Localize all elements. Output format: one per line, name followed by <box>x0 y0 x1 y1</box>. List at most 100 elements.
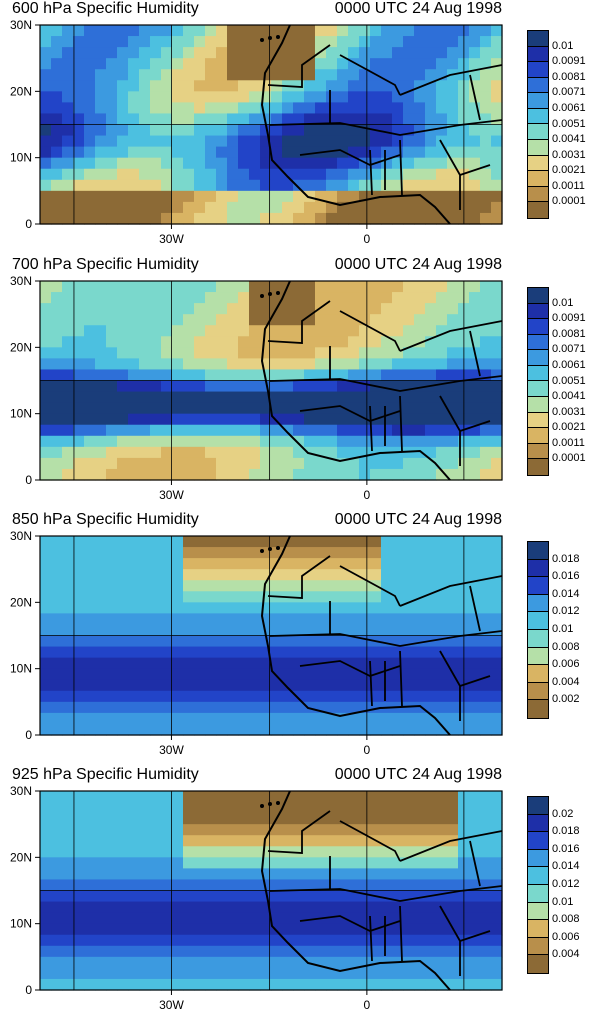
humidity-map: 30N 20N 10N 0 30W 0 <box>10 784 503 1012</box>
country-borders <box>267 44 503 210</box>
colorbar-label: 0.01 <box>552 39 574 52</box>
colorbar-label: 0.0081 <box>552 327 586 340</box>
colorbar-label: 0.0061 <box>552 101 586 114</box>
colorbar-label: 0.008 <box>552 913 580 926</box>
graticule <box>40 281 502 480</box>
colorbar-label: 0.012 <box>552 878 580 890</box>
colorbar-swatch <box>528 612 548 630</box>
colorbar-swatch <box>528 814 548 833</box>
colorbar-swatch <box>528 797 548 815</box>
colorbar-swatch <box>528 108 548 125</box>
island-mark <box>276 801 280 805</box>
humidity-field <box>40 791 503 991</box>
colorbar-swatch <box>528 397 548 413</box>
lat-label: 10N <box>10 917 32 931</box>
lat-label: 30N <box>10 784 32 798</box>
island-mark <box>276 35 280 39</box>
colorbar-label: 0.0001 <box>552 452 586 465</box>
map-panel-3: 850 hPa Specific Humidity 0000 UTC 24 Aug… <box>0 511 600 766</box>
lon-label: 30W <box>159 488 184 502</box>
lat-label: 20N <box>10 850 32 864</box>
colorbar-swatch <box>528 428 548 444</box>
colorbar-swatch <box>528 902 548 921</box>
colorbar-label: 0.0021 <box>552 421 586 434</box>
humidity-field <box>40 25 503 225</box>
lat-label: 0 <box>25 473 32 487</box>
colorbar-swatch <box>528 849 548 868</box>
map-panel-2: 700 hPa Specific Humidity 0000 UTC 24 Aug… <box>0 256 600 511</box>
colorbar-label: 0.0051 <box>552 117 586 130</box>
lat-label: 30N <box>10 529 32 543</box>
colorbar-label: 0.0041 <box>552 133 586 146</box>
country-borders <box>267 810 503 976</box>
colorbar-swatch <box>528 350 548 366</box>
humidity-map: 30N 20N 10N 0 30W 0 <box>10 529 503 757</box>
panel-timestamp: 0000 UTC 24 Aug 1998 <box>334 0 502 17</box>
panel-title: 925 hPa Specific Humidity <box>12 766 199 783</box>
colorbar-label: 0.006 <box>552 930 580 943</box>
map-frame <box>39 280 503 481</box>
graticule <box>40 791 502 990</box>
colorbar-label: 0.0091 <box>552 312 586 325</box>
country-borders <box>267 555 503 721</box>
colorbar-swatch <box>528 77 548 94</box>
lat-label: 10N <box>10 151 32 165</box>
axis-ticks <box>35 790 368 995</box>
lon-label: 30W <box>159 232 184 246</box>
colorbar-label: 0.02 <box>552 807 574 820</box>
colorbar-swatch <box>528 412 548 429</box>
island-mark <box>260 294 264 298</box>
colorbar-swatch <box>528 155 548 172</box>
colorbar-label: 0.002 <box>552 693 580 706</box>
colorbar-swatch <box>528 171 548 187</box>
colorbar-swatch <box>528 62 548 78</box>
colorbar-swatch <box>528 937 548 956</box>
colorbar-swatch <box>528 319 548 335</box>
island-mark <box>260 549 264 553</box>
axis-ticks <box>35 535 368 740</box>
colorbar-swatch <box>528 542 548 560</box>
lat-label: 30N <box>10 274 32 288</box>
humidity-map: 30N 20N 10N 0 30W 0 <box>10 18 503 246</box>
island-mark <box>260 38 264 42</box>
colorbar-swatch <box>528 884 548 903</box>
colorbar-swatch <box>528 559 548 578</box>
country-borders <box>267 300 503 466</box>
colorbar-swatch <box>528 46 548 63</box>
panel-timestamp: 0000 UTC 24 Aug 1998 <box>334 766 502 783</box>
lon-label: 0 <box>364 232 371 246</box>
lon-label: 30W <box>159 998 184 1012</box>
colorbar-label: 0.01 <box>552 895 574 908</box>
colorbar-swatch <box>528 647 548 666</box>
panel-title: 700 hPa Specific Humidity <box>12 256 199 273</box>
axis-ticks <box>35 280 368 485</box>
lat-label: 20N <box>10 84 32 98</box>
colorbar-label: 0.014 <box>552 860 580 873</box>
lat-label: 0 <box>25 983 32 997</box>
colorbar-swatch <box>528 459 548 475</box>
lat-label: 0 <box>25 728 32 742</box>
colorbar-label: 0.0041 <box>552 390 586 403</box>
axis-ticks <box>35 24 368 229</box>
coastline <box>260 535 451 736</box>
map-panel-4: 925 hPa Specific Humidity 0000 UTC 24 Aug… <box>0 766 600 1021</box>
lat-label: 0 <box>25 217 32 231</box>
island-mark <box>260 804 264 808</box>
lon-label: 30W <box>159 743 184 757</box>
colorbar-label: 0.014 <box>552 587 580 600</box>
coastline <box>260 280 451 481</box>
colorbar-label: 0.0091 <box>552 55 586 68</box>
colorbar-label: 0.0011 <box>552 436 585 449</box>
map-frame <box>39 24 503 225</box>
lon-label: 0 <box>364 488 371 502</box>
colorbar-swatch <box>528 93 548 109</box>
island-mark <box>276 546 280 550</box>
colorbar-swatch <box>528 832 548 850</box>
colorbar-swatch <box>528 303 548 320</box>
humidity-map: 30N 20N 10N 0 30W 0 <box>10 274 503 502</box>
colorbar-label: 0.0021 <box>552 164 586 177</box>
colorbar-swatch <box>528 594 548 613</box>
colorbar-label: 0.01 <box>552 296 574 309</box>
colorbar-swatch <box>528 288 548 304</box>
lat-label: 30N <box>10 18 32 32</box>
